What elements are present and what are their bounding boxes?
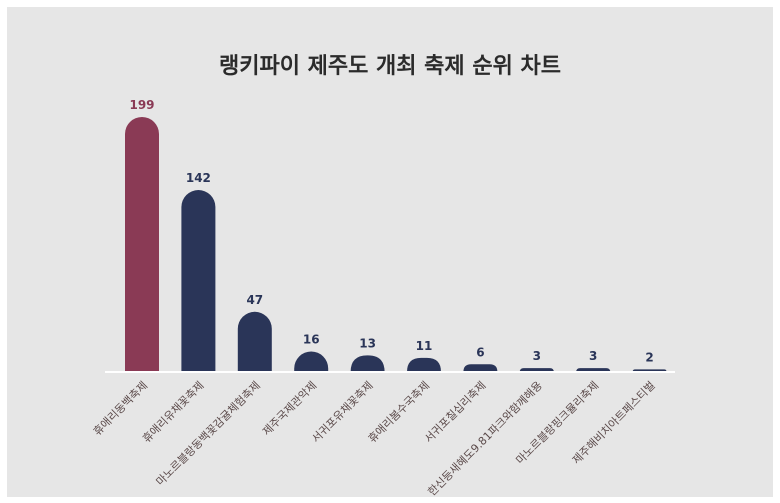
bar-5 — [407, 357, 441, 372]
bar-1 — [181, 190, 216, 372]
bars-group — [125, 117, 667, 372]
bar-3 — [294, 351, 329, 372]
value-label-4: 13 — [359, 336, 376, 350]
value-label-8: 3 — [589, 349, 597, 363]
bar-2 — [237, 311, 272, 372]
bar-0 — [125, 117, 159, 372]
value-label-0: 199 — [129, 98, 154, 112]
value-label-6: 6 — [476, 345, 484, 359]
category-label-2: 마노르블랑동백꽃감귤체험축제 — [154, 379, 263, 488]
value-label-1: 142 — [186, 171, 211, 185]
category-labels-group: 휴애리동백축제휴애리유채꽃축제마노르블랑동백꽃감귤체험축제제주국제관악제서귀포유… — [91, 378, 658, 498]
value-label-9: 2 — [645, 350, 653, 364]
category-label-0: 휴애리동백축제 — [91, 379, 150, 438]
value-label-7: 3 — [533, 349, 541, 363]
bar-4 — [350, 355, 385, 372]
chart-title: 랭키파이 제주도 개최 축제 순위 차트 — [219, 54, 561, 79]
category-label-7: 한신등새혜도9.81파크와함께해용 — [425, 378, 545, 498]
value-label-5: 11 — [416, 339, 433, 353]
value-labels-group: 199 142 47 16 13 11 6 3 3 2 — [129, 98, 653, 364]
value-label-3: 16 — [303, 332, 320, 346]
category-label-3: 제주국제관악제 — [260, 379, 319, 438]
value-label-2: 47 — [246, 293, 263, 307]
bar-6 — [463, 364, 498, 372]
